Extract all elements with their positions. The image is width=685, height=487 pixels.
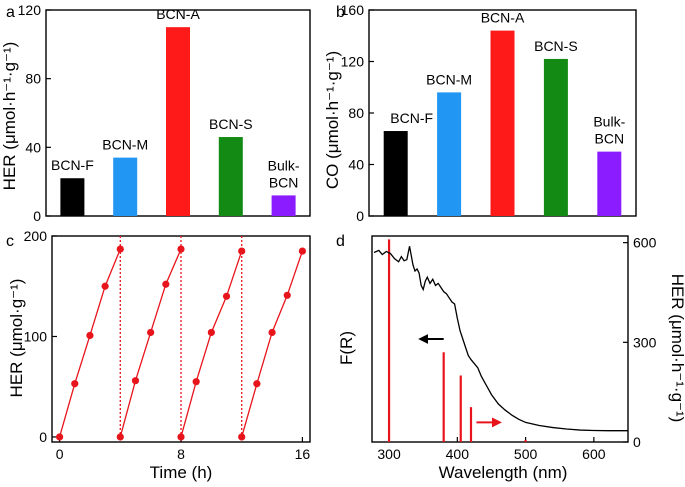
c-data-point — [131, 377, 140, 385]
panel-c-y-axis-title: HER (μmol·g⁻¹) — [7, 279, 26, 398]
a-bar-label: BCN-S — [209, 116, 253, 132]
panel-letter-c: c — [6, 233, 14, 250]
a-bar-label: Bulk- — [268, 157, 300, 173]
d-right-ytick-label: 300 — [633, 334, 657, 350]
d-absorption-spectrum-line — [373, 246, 628, 432]
c-data-point — [116, 245, 124, 253]
panel-c-plot-area: 0 100 200 0 8 16 — [24, 228, 311, 462]
d-xtick-label: 300 — [377, 446, 401, 462]
panel-d-x-axis-title: Wavelength (nm) — [439, 463, 568, 482]
panel-c-x-axis-title: Time (h) — [150, 463, 213, 482]
c-data-point — [162, 280, 170, 288]
c-data-point — [238, 433, 246, 441]
c-data-point — [177, 433, 185, 441]
c-data-point — [86, 331, 94, 340]
c-data-point — [207, 328, 215, 337]
panel-b-y-axis-title: CO (μmol·h⁻¹·g⁻¹) — [323, 51, 342, 189]
c-data-point — [192, 378, 200, 386]
b-bar-bulk-bcn — [597, 151, 622, 216]
c-data-point — [298, 247, 307, 255]
a-bar-label: BCN-M — [102, 137, 148, 153]
a-ytick-label: 120 — [18, 2, 42, 18]
panel-b: b 0 40 80 120 160 BCN-F BCN-M BCN-A BCN-S Bulk-BC… — [323, 2, 637, 224]
panel-letter-a: a — [6, 4, 15, 21]
c-data-point — [177, 245, 185, 253]
c-data-point — [116, 433, 124, 441]
c-data-point — [101, 282, 109, 290]
c-data-point — [222, 292, 231, 300]
c-data-point — [268, 328, 276, 337]
b-bar-label: Bulk- — [593, 114, 625, 130]
b-ytick-label: 40 — [348, 157, 364, 173]
d-frame — [371, 235, 629, 443]
b-bar-label: BCN-A — [481, 10, 525, 26]
panel-d: d 300 400 500 600 0 300 600 F(R) HER (μmol·h⁻¹… — [336, 233, 685, 482]
c-xtick-label: 0 — [56, 446, 64, 462]
b-ytick-label: 120 — [341, 54, 365, 70]
c-ytick-label: 0 — [39, 429, 47, 445]
a-ytick-label: 40 — [25, 139, 41, 155]
panel-letter-b: b — [336, 4, 345, 21]
b-bar-label: BCN — [595, 131, 625, 147]
panel-letter-d: d — [336, 233, 345, 250]
c-data-point — [238, 247, 246, 255]
panel-d-left-axis-title: F(R) — [337, 331, 356, 365]
panel-a: a 0 40 80 120 BCN-F BCN-M BCN-A BCN-S Bulk-BCN H… — [0, 2, 311, 224]
panel-d-right-axis-title: HER (μmol·h⁻¹·g⁻¹) — [668, 274, 685, 423]
b-bar-bcn-s — [543, 58, 568, 216]
panel-a-y-axis-title: HER (μmol·h⁻¹·g⁻¹) — [0, 42, 19, 191]
a-bar-label: BCN-A — [156, 6, 200, 22]
b-bar-label: BCN-F — [390, 110, 433, 126]
b-bar-bcn-m — [437, 92, 462, 216]
b-bar-label: BCN-M — [426, 71, 472, 87]
c-ytick-label: 100 — [24, 328, 48, 344]
a-bar-label: BCN-F — [51, 157, 94, 173]
a-bar-bcn-a — [166, 27, 190, 216]
panel-c: c 0 100 200 0 8 16 HER (μmol·g⁻¹) Time (h) — [6, 228, 311, 482]
panel-b-plot-area: 0 40 80 120 160 BCN-F BCN-M BCN-A BCN-S Bulk-BCN — [341, 2, 637, 224]
c-data-point — [253, 380, 261, 388]
c-xtick-label: 16 — [295, 446, 311, 462]
panel-a-plot-area: 0 40 80 120 BCN-F BCN-M BCN-A BCN-S Bulk-BCN — [18, 2, 311, 224]
d-xtick-label: 500 — [514, 446, 538, 462]
a-ytick-label: 0 — [33, 208, 41, 224]
d-xtick-label: 600 — [582, 446, 606, 462]
b-ytick-label: 80 — [348, 105, 364, 121]
panel-d-plot-area: 300 400 500 600 0 300 600 — [371, 235, 657, 462]
c-data-point — [147, 328, 155, 337]
c-ytick-label: 200 — [24, 228, 48, 244]
d-right-ytick-label: 600 — [633, 235, 657, 251]
a-bar-bcn-m — [113, 157, 138, 216]
a-bar-bulk-bcn — [271, 195, 296, 216]
c-xtick-label: 8 — [177, 446, 185, 462]
b-ytick-label: 0 — [356, 208, 364, 224]
b-ytick-label: 160 — [341, 2, 365, 18]
c-data-point — [55, 433, 64, 441]
c-series-cycle-1 — [58, 248, 121, 438]
c-series-cycle-2 — [119, 248, 182, 438]
a-ytick-label: 80 — [25, 71, 41, 87]
c-series-cycle-4 — [241, 250, 304, 438]
a-bar-label: BCN — [269, 174, 299, 190]
b-bar-bcn-f — [383, 131, 408, 216]
c-series-cycle-3 — [180, 250, 243, 438]
c-data-point — [71, 380, 79, 388]
c-data-point — [283, 291, 291, 299]
b-bar-label: BCN-S — [534, 38, 578, 54]
a-bar-bcn-s — [218, 137, 243, 216]
d-right-ytick-label: 0 — [633, 434, 641, 450]
b-bar-bcn-a — [490, 30, 515, 216]
d-xtick-label: 400 — [446, 446, 470, 462]
a-bar-bcn-f — [60, 178, 85, 216]
